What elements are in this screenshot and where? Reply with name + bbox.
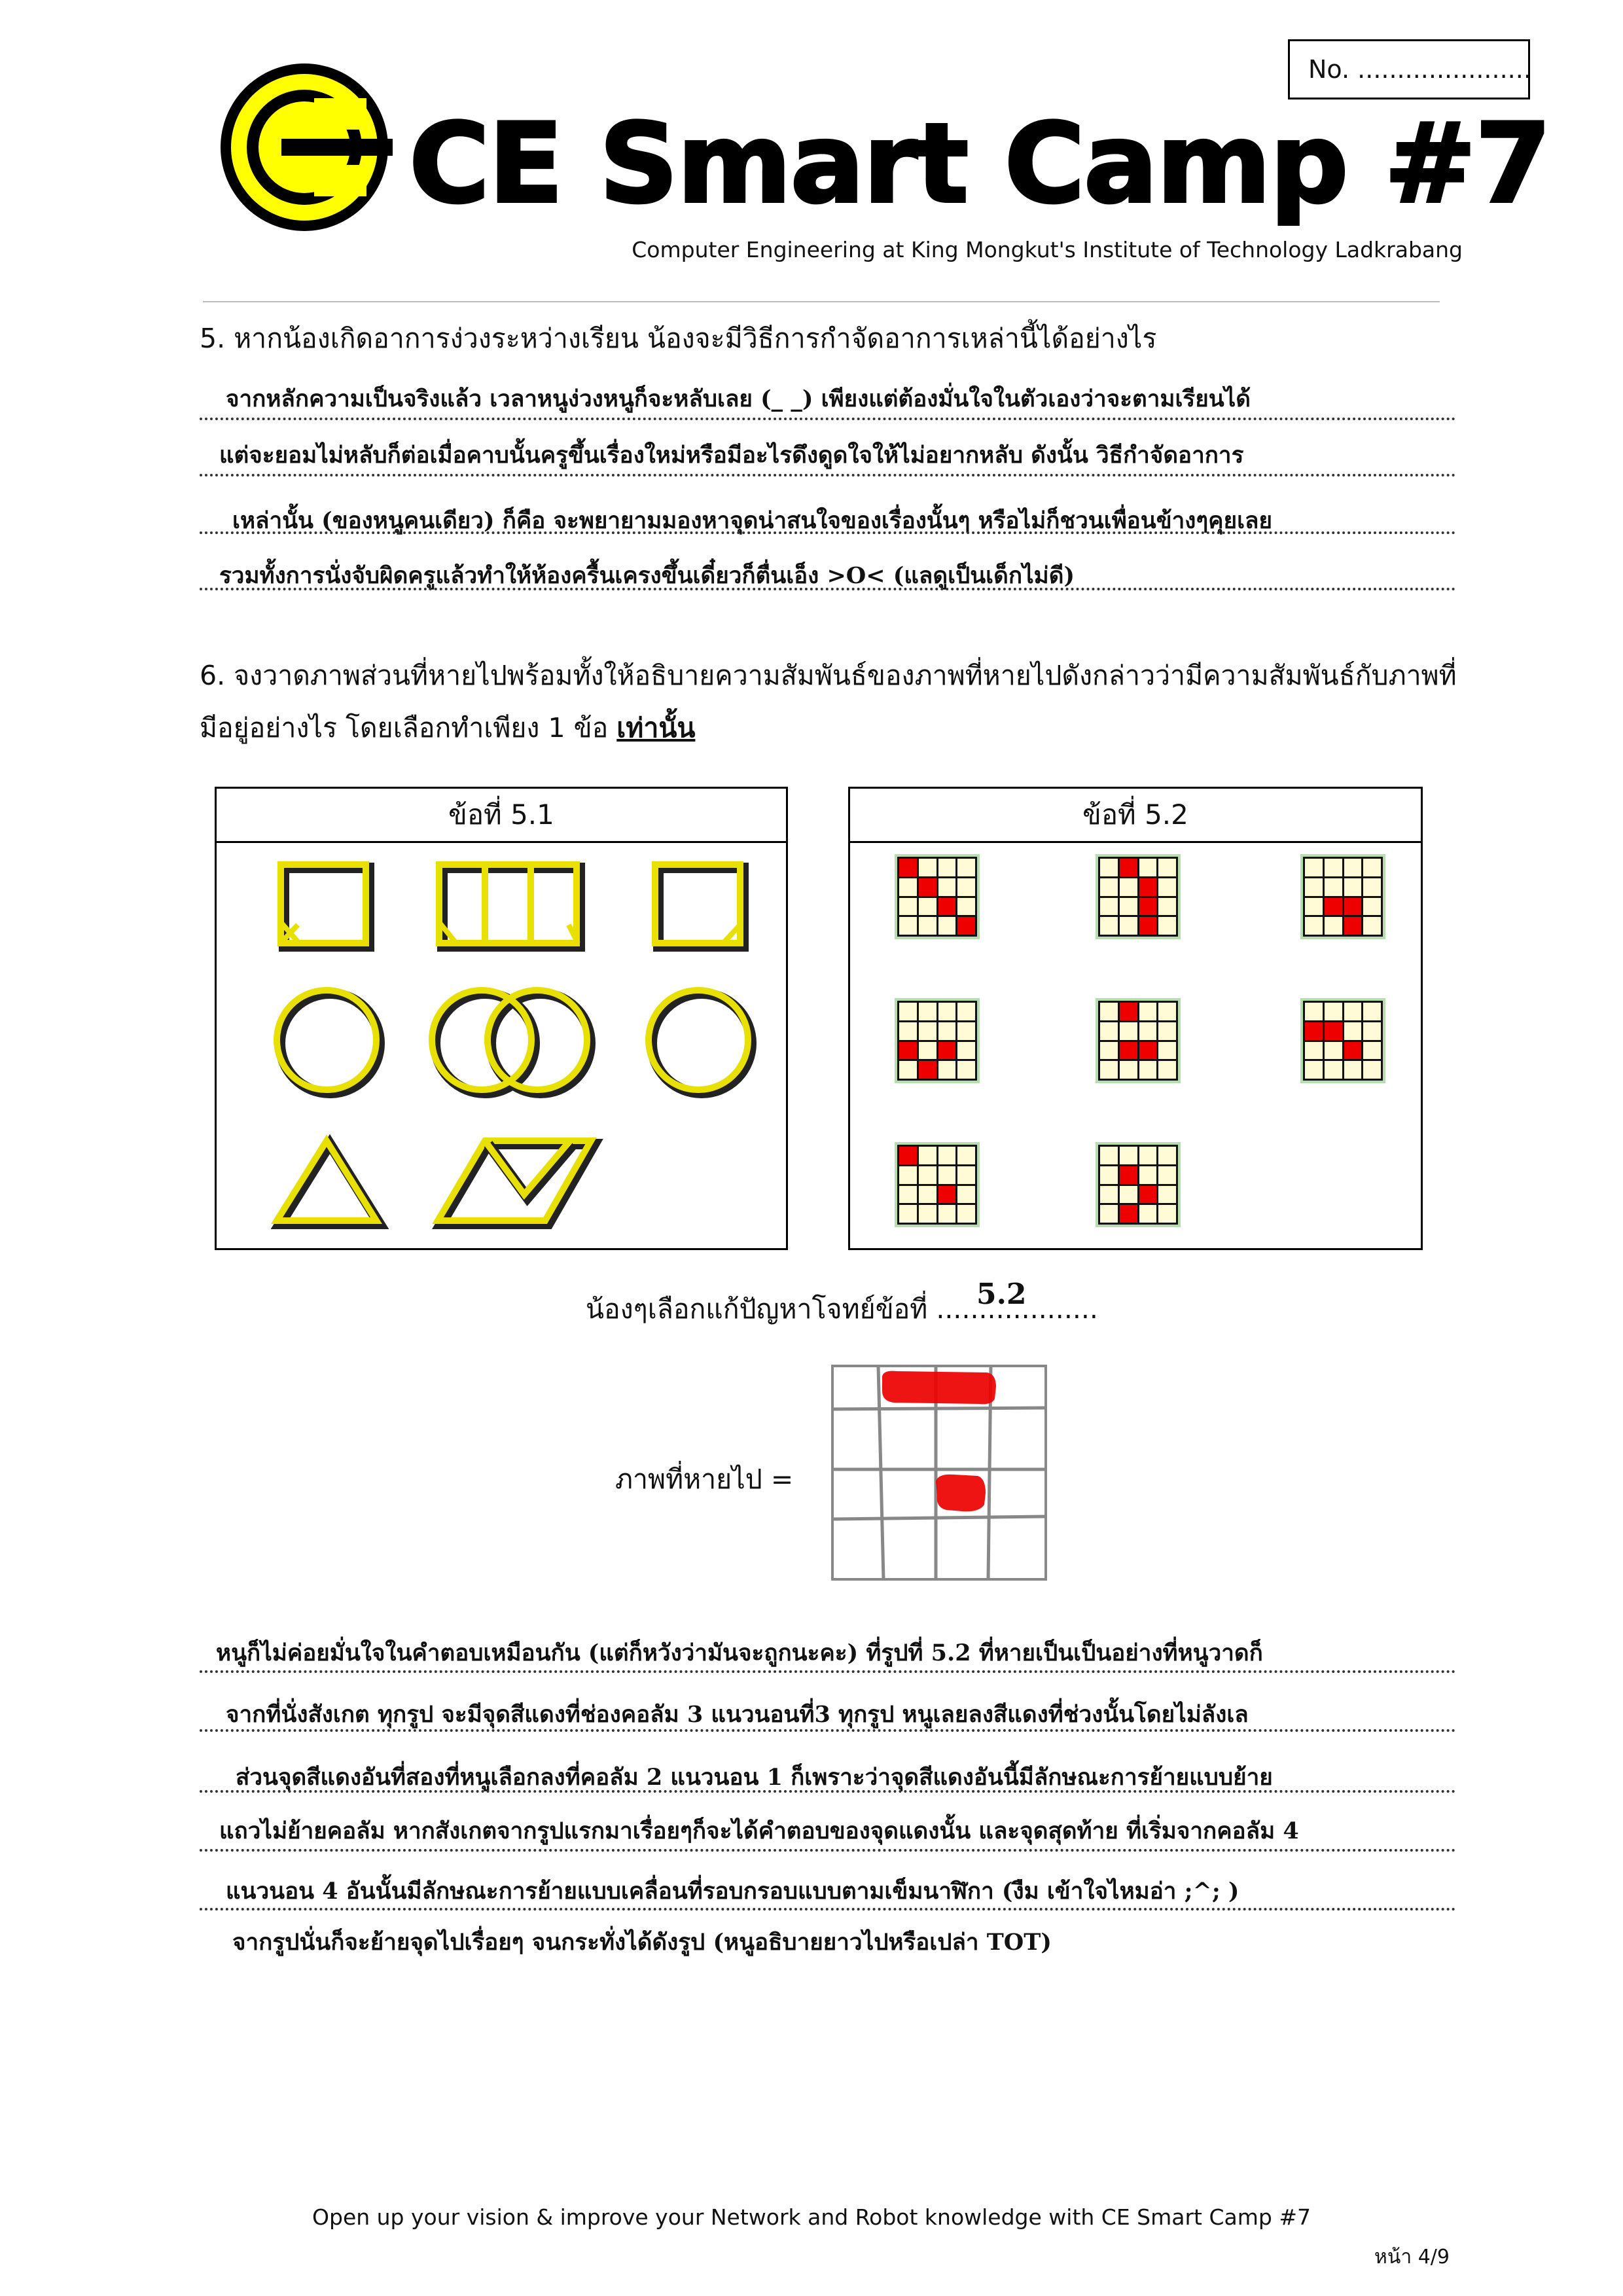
grid-figure [1300, 854, 1385, 939]
panel-5-1-title: ข้อที่ 5.1 [217, 789, 786, 843]
dotted-line [200, 1849, 1456, 1852]
double-square-icon [436, 861, 585, 952]
subtitle: Computer Engineering at King Mongkut's I… [632, 237, 1463, 262]
number-box: No. ...................... [1288, 39, 1531, 99]
panel-5-1: ข้อที่ 5.1 [215, 787, 788, 1250]
question-6-text: มีอยู่อย่างไร โดยเลือกทำเพียง 1 ข้อ [200, 712, 609, 744]
dotted-line [200, 588, 1456, 590]
explanation-line: แนวนอน 4 อันนั้นมีลักษณะการย้ายแบบเคลื่อ… [226, 1878, 1240, 1905]
answer-5-line: แต่จะยอมไม่หลับก็ต่อเมื่อคาบนั้นครูขึ้นเ… [219, 442, 1244, 469]
question-6-emphasis: เท่านั้น [616, 712, 696, 744]
explanation-line: จากที่นั่งสังเกต ทุกรูป จะมีจุดสีแดงที่ช… [226, 1701, 1249, 1728]
dotted-line [200, 1908, 1456, 1910]
square-icon [652, 861, 749, 952]
explanation-line: จากรูปนั่นก็จะย้ายจุดไปเรื่อยๆ จนกระทั่ง… [232, 1929, 1052, 1956]
choice-value: 5.2 [976, 1278, 1027, 1311]
grid-figure [895, 1142, 980, 1227]
answer-5-line: เหล่านั้น (ของหนูคนเดียว) ก็คือ จะพยายาม… [232, 507, 1273, 534]
header-divider [203, 301, 1440, 302]
missing-label: ภาพที่หายไป = [615, 1463, 794, 1495]
explanation-line: หนูก็ไม่ค่อยมั่นใจในคำตอบเหมือนกัน (แต่ก… [216, 1640, 1263, 1666]
ce-logo-icon [221, 63, 393, 231]
grid-figure [1096, 1142, 1181, 1227]
square-icon [277, 861, 374, 952]
choice-label: น้องๆเลือกแก้ปัญหาโจทย์ข้อที่ ..........… [586, 1293, 1098, 1325]
explanation-line: ส่วนจุดสีแดงอันที่สองที่หนูเลือกลงที่คอล… [236, 1764, 1273, 1791]
shapes-figure [270, 861, 757, 1229]
answer-5-line: รวมทั้งการนั่งจับผิดครูแล้วทำให้ห้องครื้… [219, 562, 1075, 589]
page-number: หน้า 4/9 [1374, 2246, 1450, 2269]
explanation-line: แถวไม่ย้ายคอลัม หากสังเกตจากรูปแรกมาเรื่… [219, 1818, 1299, 1844]
parallelogram-icon [431, 1138, 603, 1229]
dotted-line [200, 531, 1456, 534]
dotted-line [200, 474, 1456, 476]
dotted-line [200, 1670, 1456, 1673]
double-circle-icon [429, 987, 596, 1098]
circle-icon [274, 987, 385, 1098]
dotted-line [200, 1790, 1456, 1793]
page-title: CE Smart Camp #7 [408, 98, 1553, 229]
answer-5-line: จากหลักความเป็นจริงแล้ว เวลาหนูง่วงหนูก็… [226, 386, 1251, 412]
panel-5-2: ข้อที่ 5.2 [848, 787, 1423, 1250]
dotted-line [200, 1729, 1456, 1732]
grid-figure [895, 998, 980, 1083]
dotted-line [200, 418, 1456, 420]
question-6-line1: 6. จงวาดภาพส่วนที่หายไปพร้อมทั้งให้อธิบา… [200, 660, 1457, 691]
grid-figure [895, 854, 980, 939]
footer-text: Open up your vision & improve your Netwo… [312, 2204, 1311, 2230]
circle-icon [645, 987, 757, 1098]
grid-figure [1096, 854, 1181, 939]
triangle-icon [270, 1134, 389, 1229]
question-5: 5. หากน้องเกิดอาการง่วงระหว่างเรียน น้อง… [200, 323, 1157, 354]
grid-figure [1096, 998, 1181, 1083]
panel-5-2-title: ข้อที่ 5.2 [850, 789, 1421, 843]
missing-picture-drawing [831, 1365, 1047, 1581]
grid-figure [1300, 998, 1385, 1083]
question-6-line2: มีอยู่อย่างไร โดยเลือกทำเพียง 1 ข้อ เท่า… [200, 707, 695, 749]
